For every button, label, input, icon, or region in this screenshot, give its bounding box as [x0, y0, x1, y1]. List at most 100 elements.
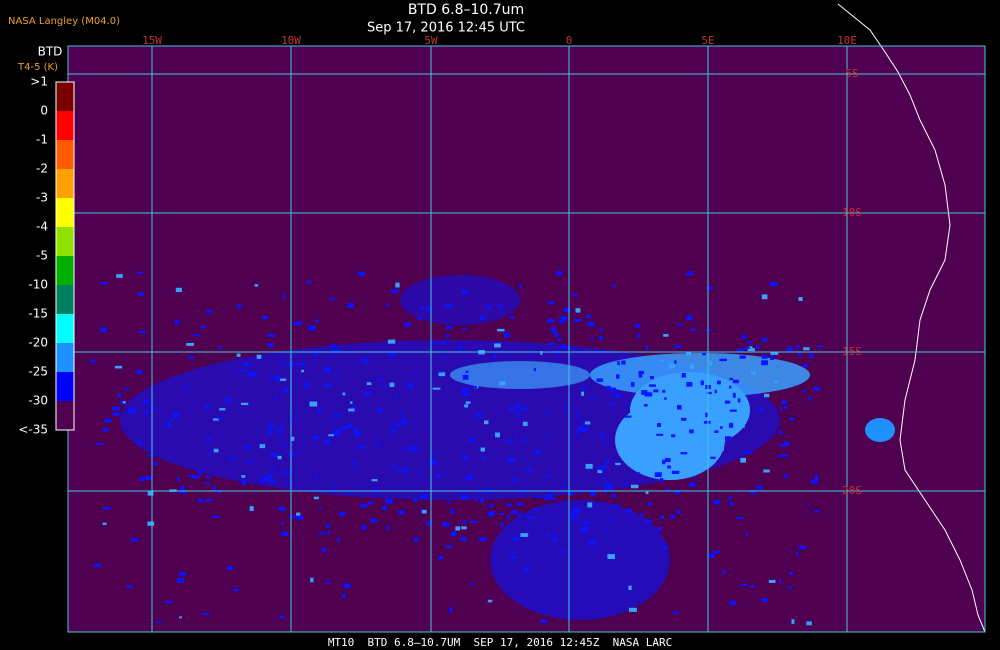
cloud-speck	[342, 392, 346, 396]
latitude-label: 20S	[842, 484, 862, 497]
cloud-speck	[782, 454, 789, 457]
cloud-speck	[136, 369, 143, 374]
cloud-speck	[448, 607, 453, 613]
cloud-speck	[460, 494, 468, 500]
cloud-speck	[487, 511, 495, 517]
cloud-speck	[705, 286, 713, 290]
latitude-label: 10S	[842, 206, 862, 219]
cloud-speck	[408, 446, 416, 452]
cloud-speck	[361, 359, 368, 363]
cloud-speck	[450, 508, 455, 514]
legend-swatch	[56, 227, 74, 256]
cloud-speck	[808, 396, 812, 401]
cloud-speck	[342, 593, 346, 598]
legend-swatch	[56, 256, 74, 285]
cloud-speck	[192, 334, 201, 337]
cloud-speck	[233, 588, 240, 592]
cloud-speck	[813, 510, 820, 513]
cloud-speck	[567, 492, 574, 496]
cloud-speck	[739, 423, 745, 428]
cloud-speck	[627, 508, 632, 513]
cloud-speck	[437, 555, 444, 560]
cloud-speck	[209, 448, 212, 454]
cloud-speck	[385, 498, 393, 504]
cloud-speck	[511, 509, 518, 515]
cloud-speck	[758, 407, 763, 412]
cloud-speck	[657, 422, 661, 428]
cloud-speck	[248, 371, 256, 377]
cloud-speck	[438, 372, 446, 377]
cloud-speck	[761, 360, 768, 366]
cloud	[865, 418, 895, 442]
cloud-speck	[500, 522, 504, 528]
cloud-speck	[330, 420, 334, 423]
cloud-speck	[714, 430, 719, 434]
cloud-speck	[624, 402, 629, 405]
cloud-speck	[489, 503, 494, 508]
cloud-speck	[470, 582, 474, 585]
cloud-speck	[327, 530, 331, 535]
cloud-speck	[314, 319, 320, 323]
cloud-speck	[685, 273, 692, 276]
cloud-speck	[424, 407, 427, 412]
cloud-speck	[564, 407, 571, 410]
cloud-speck	[291, 415, 295, 418]
cloud-speck	[545, 533, 550, 537]
cloud-speck	[281, 361, 284, 367]
cloud-speck	[462, 520, 466, 525]
cloud-speck	[261, 315, 269, 320]
cloud-speck	[259, 444, 266, 449]
cloud-speck	[478, 537, 487, 541]
cloud-speck	[481, 456, 486, 460]
cloud-speck	[246, 460, 253, 463]
cloud-speck	[802, 363, 807, 366]
cloud-speck	[283, 293, 286, 299]
cloud-speck	[201, 612, 210, 615]
cloud-speck	[525, 468, 533, 472]
cloud-speck	[638, 370, 645, 375]
cloud-speck	[706, 391, 712, 395]
cloud-speck	[816, 345, 823, 348]
cloud-speck	[604, 529, 608, 533]
cloud-speck	[722, 570, 726, 575]
cloud-speck	[444, 304, 453, 308]
cloud-speck	[547, 318, 555, 323]
cloud-speck	[480, 447, 486, 452]
cloud-speck	[240, 402, 249, 406]
cloud-speck	[318, 532, 326, 535]
cloud-speck	[206, 437, 213, 440]
cloud-speck	[350, 401, 353, 404]
cloud-speck	[638, 373, 643, 378]
cloud-speck	[614, 393, 622, 398]
cloud-speck	[460, 537, 467, 542]
cloud-speck	[553, 332, 559, 337]
cloud-speck	[617, 361, 620, 366]
cloud-speck	[791, 619, 795, 624]
cloud-speck	[153, 462, 158, 466]
cloud-speck	[143, 401, 150, 405]
cloud-speck	[398, 424, 403, 427]
cloud-speck	[333, 414, 341, 418]
cloud-speck	[212, 485, 216, 491]
cloud-speck	[737, 348, 745, 353]
cloud-speck	[360, 504, 368, 508]
cloud-speck	[714, 389, 717, 394]
cloud-speck	[391, 289, 399, 293]
cloud-speck	[814, 474, 818, 480]
cloud-speck	[516, 413, 520, 418]
cloud-speck	[751, 371, 756, 375]
cloud-speck	[455, 526, 461, 531]
cloud-speck	[301, 366, 305, 369]
cloud-speck	[461, 526, 467, 530]
cloud-speck	[472, 385, 477, 389]
cloud-speck	[729, 422, 734, 428]
cloud-speck	[644, 392, 653, 397]
cloud-speck	[172, 412, 179, 418]
cloud-speck	[291, 436, 295, 441]
cloud-speck	[560, 316, 568, 321]
longitude-label: 15W	[142, 34, 162, 47]
legend-swatch	[56, 169, 74, 198]
cloud-speck	[313, 496, 319, 500]
cloud-speck	[664, 458, 671, 463]
cloud-speck	[470, 520, 478, 524]
